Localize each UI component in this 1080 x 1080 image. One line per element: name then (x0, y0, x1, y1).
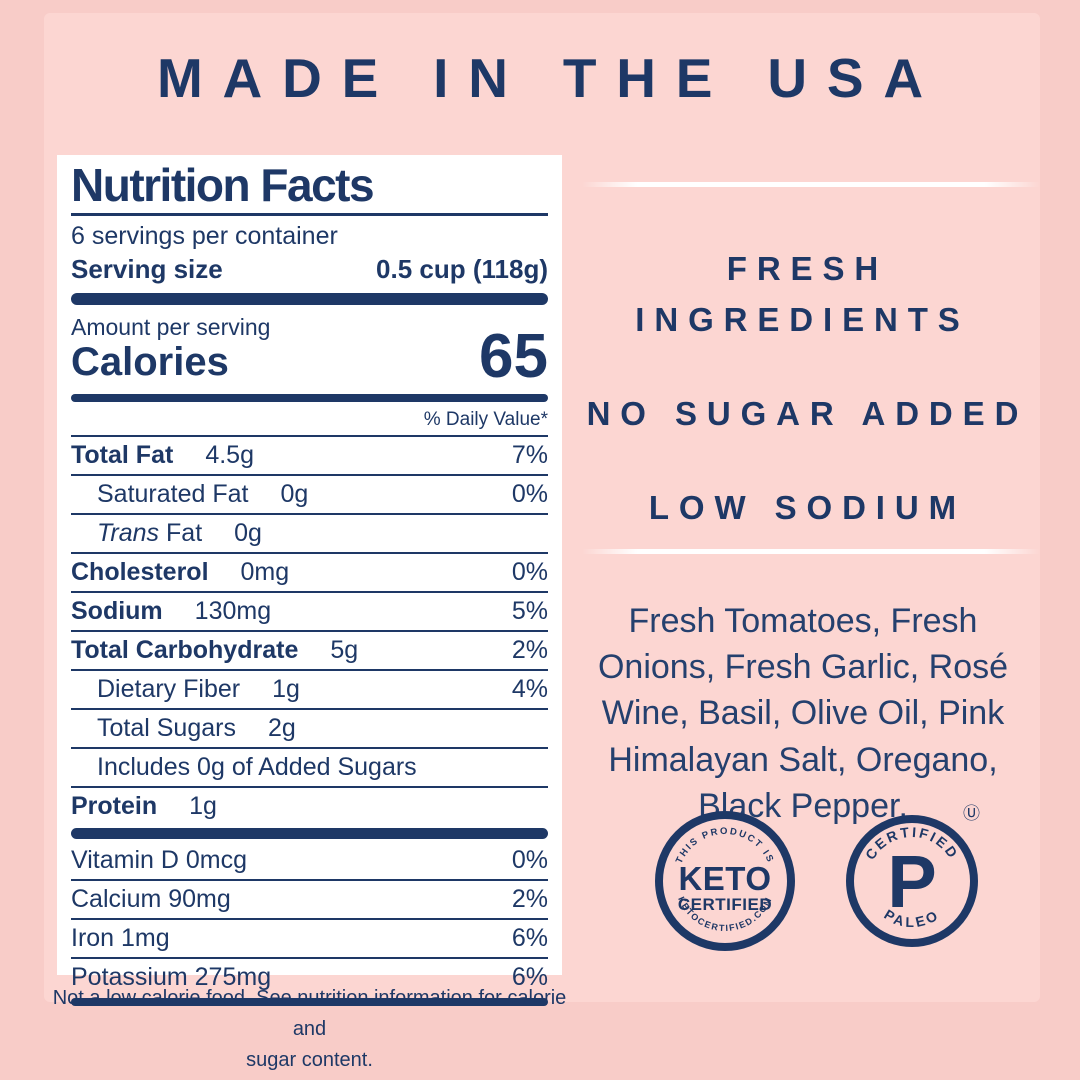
claim-fresh-ingredients: FRESH INGREDIENTS (635, 250, 970, 339)
nutrient-row-protein: Protein 1g (71, 788, 548, 825)
trans-rest: Fat (166, 519, 203, 548)
nutrient-amount: 1g (189, 792, 217, 821)
divider (71, 591, 548, 594)
thick-divider-bar (71, 292, 548, 305)
nutrient-name: Protein (71, 792, 158, 821)
nutrient-name: Trans Fat (71, 519, 202, 548)
nutrient-dv: 6% (511, 924, 548, 953)
footnote-line-2: sugar content. (246, 1049, 373, 1071)
micronutrient-row-potassium: Potassium 275mg 6% (71, 959, 548, 996)
divider (71, 669, 548, 672)
amount-per-serving-label: Amount per serving (71, 313, 271, 340)
nutrient-name: Potassium 275mg (71, 963, 272, 992)
nutrient-row-dietary-fiber: Dietary Fiber 1g 4% (71, 671, 548, 708)
keto-badge-subtitle: CERTIFIED (678, 895, 772, 914)
nutrition-facts-title: Nutrition Facts (71, 159, 375, 211)
medium-divider-bar (71, 394, 548, 403)
nutrient-dv: 7% (511, 441, 548, 470)
nutrient-dv: 2% (511, 636, 548, 665)
divider (71, 957, 548, 960)
nutrient-amount: 1g (272, 675, 300, 704)
divider (71, 630, 548, 633)
claim-low-sodium: LOW SODIUM (648, 489, 967, 526)
nutrient-name: Sodium (71, 597, 163, 626)
nutrient-dv: 5% (511, 597, 548, 626)
serving-size-value: 0.5 cup (118g) (376, 253, 548, 284)
nutrient-name: Calcium 90mg (71, 885, 231, 914)
nutrient-row-total-fat: Total Fat 4.5g 7% (71, 437, 548, 474)
thick-divider-bar (71, 828, 548, 840)
nutrient-name: Includes 0g of Added Sugars (97, 753, 417, 782)
keto-certified-badge-icon: THIS PRODUCT IS KETO CERTIFIED KETOCERTI… (654, 810, 796, 957)
micronutrient-row-calcium: Calcium 90mg 2% (71, 881, 548, 918)
nutrient-amount: 0g (280, 480, 309, 509)
nutrient-dv: 6% (511, 963, 548, 992)
nutrient-name: Dietary Fiber (97, 675, 241, 704)
nutrient-amount: 0g (234, 519, 262, 548)
nutrient-dv: 0% (511, 558, 548, 587)
paleo-badge-letter: P (887, 840, 936, 923)
calories-block: Amount per serving Calories 65 (71, 313, 548, 391)
brush-stroke-bottom (582, 549, 1040, 554)
nutrient-amount: 5g (330, 636, 359, 665)
nutrient-name: Cholesterol (71, 558, 209, 587)
divider (71, 747, 548, 750)
nutrient-row-added-sugars: Includes 0g of Added Sugars (71, 749, 548, 786)
nutrient-name: Vitamin D 0mcg (71, 846, 247, 875)
nutrient-row-saturated-fat: Saturated Fat 0g 0% (71, 476, 548, 513)
nutrient-dv: 2% (511, 885, 548, 914)
nutrient-name: Total Carbohydrate (71, 636, 299, 665)
nutrient-dv: 4% (511, 675, 548, 704)
keto-badge-name: KETO (678, 860, 771, 897)
label-footnote: Not a low calorie food. See nutrition in… (47, 983, 572, 1076)
trans-italic: Trans (97, 519, 160, 548)
nutrient-name: Total Sugars (97, 714, 236, 743)
calories-value: 65 (479, 321, 548, 391)
calories-label: Calories (71, 340, 229, 385)
nutrient-row-trans-fat: Trans Fat 0g (71, 515, 548, 552)
brush-stroke-top (582, 182, 1040, 187)
nutrient-row-cholesterol: Cholesterol 0mg 0% (71, 554, 548, 591)
nutrition-facts-label: Nutrition Facts 6 servings per container… (57, 155, 562, 1007)
nutrient-dv: 0% (511, 480, 548, 509)
footnote-line-1: Not a low calorie food. See nutrition in… (52, 987, 567, 1040)
nutrient-amount: 2g (267, 714, 296, 743)
daily-value-header: % Daily Value* (423, 409, 548, 431)
nutrient-row-sodium: Sodium 130mg 5% (71, 593, 548, 630)
nutrient-name: Saturated Fat (97, 480, 249, 509)
nutrient-amount: 0mg (240, 558, 290, 587)
certified-paleo-badge-icon: CERTIFIED P PALEO (845, 814, 979, 953)
nutrient-name: Iron 1mg (71, 924, 170, 953)
divider (71, 212, 548, 216)
divider (71, 552, 548, 555)
calories-left: Amount per serving Calories (71, 313, 270, 384)
micronutrient-row-iron: Iron 1mg 6% (71, 920, 548, 957)
micronutrient-row-vitamin-d: Vitamin D 0mcg 0% (71, 842, 548, 879)
bottom-divider-bar (71, 998, 548, 1007)
nutrient-row-total-sugars: Total Sugars 2g (71, 710, 548, 747)
divider (71, 513, 548, 516)
nutrient-amount: 4.5g (205, 441, 254, 470)
kosher-u-mark-icon: Ⓤ (963, 804, 980, 823)
divider (71, 435, 548, 438)
divider (71, 918, 548, 921)
servings-per-container: 6 servings per container (71, 221, 338, 250)
page-title: MADE IN THE USA (156, 47, 943, 109)
serving-size-label: Serving size (71, 253, 223, 284)
divider (71, 474, 548, 477)
nutrient-name: Total Fat (71, 441, 174, 470)
serving-size-row: Serving size 0.5 cup (118g) (71, 254, 548, 285)
nutrient-row-total-carbohydrate: Total Carbohydrate 5g 2% (71, 632, 548, 669)
nutrient-dv: 0% (511, 846, 548, 875)
nutrient-amount: 130mg (194, 597, 272, 626)
divider (71, 879, 548, 882)
claim-no-sugar-added: NO SUGAR ADDED (586, 395, 1029, 432)
divider (71, 708, 548, 711)
ingredients-list: Fresh Tomatoes, Fresh Onions, Fresh Garl… (597, 602, 1009, 825)
divider (71, 786, 548, 789)
